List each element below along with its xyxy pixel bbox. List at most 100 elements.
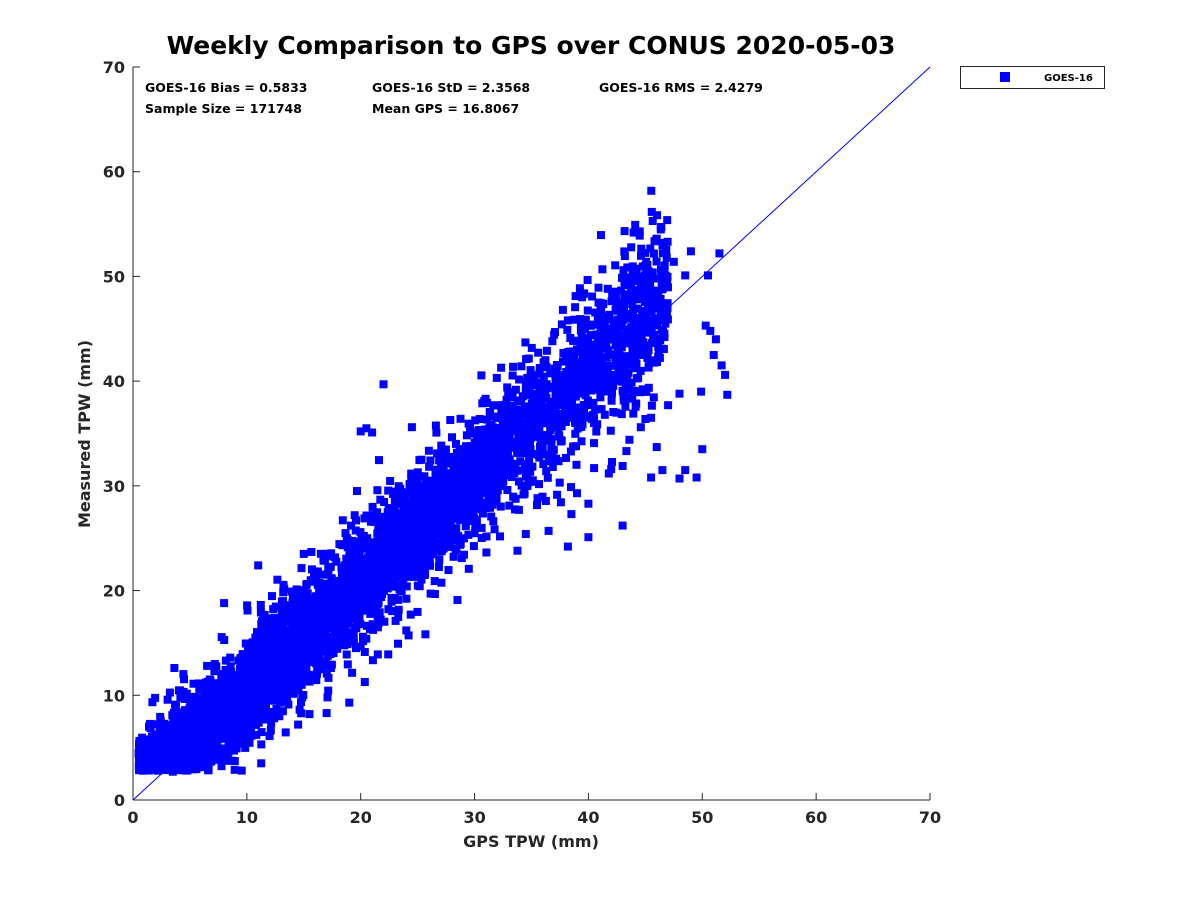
data-point [539, 372, 548, 381]
data-point [188, 697, 197, 706]
data-point [571, 303, 580, 312]
data-point [381, 521, 390, 530]
data-point [136, 738, 145, 747]
data-point [138, 733, 147, 742]
data-point [378, 587, 386, 596]
data-point [273, 618, 282, 627]
data-point [395, 527, 404, 536]
data-point [610, 316, 618, 325]
data-point [566, 389, 575, 398]
data-point [374, 515, 383, 524]
data-point [289, 666, 298, 675]
data-point [477, 523, 486, 532]
data-point [217, 762, 226, 771]
data-point [619, 266, 628, 275]
data-point [426, 561, 434, 570]
data-point [199, 728, 208, 736]
data-point [577, 423, 586, 431]
data-point [396, 484, 405, 493]
data-point [598, 265, 607, 274]
data-point [226, 653, 235, 662]
data-point [594, 298, 603, 307]
data-point [478, 399, 487, 408]
data-point [568, 378, 577, 387]
data-point [625, 310, 634, 318]
data-point [323, 550, 332, 559]
data-point [597, 405, 606, 414]
data-point [413, 581, 422, 590]
data-point [204, 711, 213, 720]
data-point [407, 474, 416, 483]
data-point [425, 462, 434, 471]
data-point [617, 312, 626, 321]
data-point [332, 557, 341, 566]
data-point [661, 280, 670, 289]
data-point [237, 766, 246, 775]
data-point [658, 284, 667, 293]
data-point [636, 366, 645, 375]
data-point [253, 628, 261, 637]
data-point [299, 586, 308, 595]
data-point [596, 327, 605, 336]
data-point [567, 483, 575, 492]
data-point [350, 511, 359, 520]
data-point [331, 553, 340, 562]
data-point [629, 337, 637, 346]
data-point [632, 264, 641, 273]
data-point [189, 748, 198, 757]
data-point [356, 528, 365, 537]
data-point [388, 528, 397, 537]
data-point [467, 516, 476, 525]
data-point [431, 421, 440, 430]
data-point [596, 319, 605, 328]
data-point [455, 534, 464, 543]
data-point [647, 401, 656, 410]
data-point [171, 726, 180, 735]
data-point [542, 363, 551, 372]
data-point [220, 734, 229, 743]
data-point [535, 369, 544, 378]
data-point [648, 268, 657, 277]
data-point [150, 730, 159, 739]
data-point [618, 302, 627, 311]
data-point [608, 458, 616, 466]
data-point [590, 439, 598, 448]
data-point [184, 694, 193, 703]
data-point [302, 581, 311, 590]
data-point [520, 489, 529, 498]
data-point [360, 541, 369, 550]
data-point [535, 364, 544, 372]
data-point [327, 595, 336, 604]
data-point [207, 751, 216, 760]
data-point [489, 517, 498, 526]
data-point [349, 638, 358, 647]
data-point [247, 643, 256, 652]
data-point [492, 495, 501, 503]
data-point [195, 686, 204, 695]
data-point [460, 550, 468, 559]
data-point [136, 765, 145, 774]
data-point [387, 597, 396, 606]
data-point [508, 402, 517, 410]
data-point [165, 688, 174, 697]
data-point [631, 276, 640, 285]
data-point [323, 693, 332, 702]
data-point [620, 375, 629, 384]
data-point [432, 428, 441, 437]
data-point [324, 686, 333, 695]
data-point [612, 299, 621, 308]
data-point [279, 624, 288, 633]
data-point [184, 732, 193, 740]
data-point [660, 261, 669, 270]
data-point [337, 630, 346, 639]
data-point [503, 486, 512, 494]
data-point [511, 385, 520, 394]
data-point [218, 697, 227, 705]
data-point [176, 725, 185, 734]
data-point [338, 516, 347, 525]
data-point [402, 582, 411, 591]
data-point [563, 397, 572, 406]
data-point [378, 542, 386, 551]
data-point [413, 468, 422, 477]
data-point [493, 439, 502, 448]
